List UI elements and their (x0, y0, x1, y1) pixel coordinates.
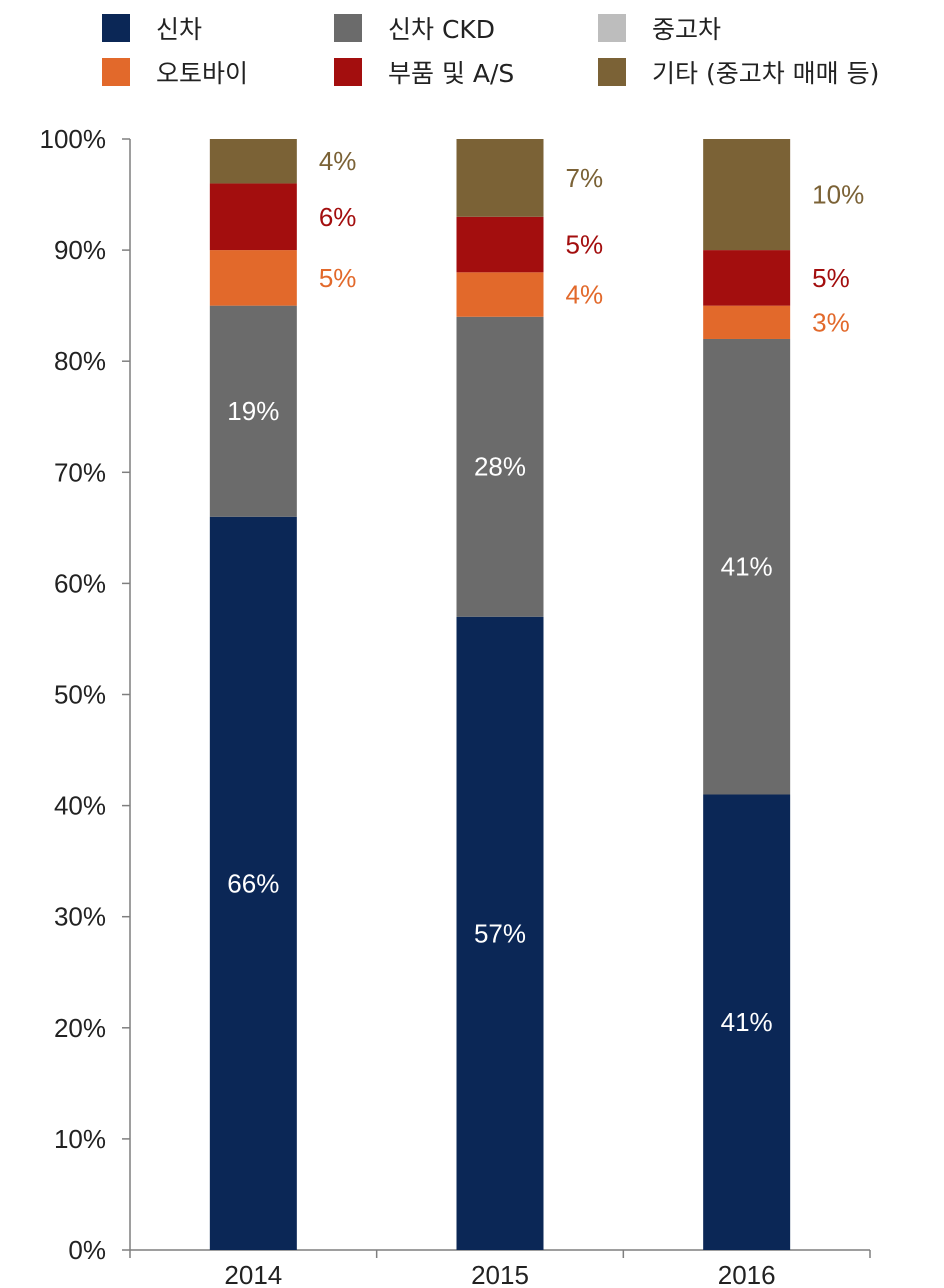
data-label-2014-series-3: 5% (319, 263, 357, 293)
y-tick-label-1: 10% (54, 1124, 106, 1154)
x-tick-label-2015: 2015 (471, 1260, 529, 1288)
data-label-2016-series-5: 10% (812, 180, 864, 210)
data-label-2015-series-5: 7% (566, 163, 604, 193)
bar-2014-series-1 (209, 305, 297, 517)
bar-2015-series-0 (456, 616, 544, 1250)
data-label-2014-series-4: 6% (319, 202, 357, 232)
legend-item-parts-service: 부품 및 A/S (334, 54, 514, 90)
y-tick-label-8: 80% (54, 346, 106, 376)
legend-swatch-motorcycle (102, 58, 130, 86)
data-label-2016-series-0: 41% (721, 1007, 773, 1037)
legend-label-used-car: 중고차 (652, 15, 722, 44)
y-tick-label-4: 40% (54, 791, 106, 821)
legend-item-used-car: 중고차 (598, 10, 721, 46)
data-label-2014-series-1: 19% (227, 396, 279, 426)
bar-2016-series-1 (703, 338, 791, 795)
bar-2014-series-3 (209, 250, 297, 306)
x-tick-label-2014: 2014 (224, 1260, 282, 1288)
y-tick-label-0: 0% (68, 1235, 106, 1265)
y-tick-label-6: 60% (54, 568, 106, 598)
legend: 신차 신차 CKD 중고차 오토바이 부품 및 A/S 기타 (중고차 매매 등… (0, 0, 944, 100)
bar-2016-series-0 (703, 794, 791, 1250)
y-tick-label-10: 100% (40, 124, 107, 154)
bar-2016-series-3 (703, 305, 791, 339)
bar-2014-series-4 (209, 183, 297, 251)
legend-swatch-other (598, 58, 626, 86)
legend-label-motorcycle: 오토바이 (156, 59, 249, 88)
data-label-2015-series-3: 4% (566, 280, 604, 310)
bar-2014-series-0 (209, 516, 297, 1250)
data-label-2016-series-3: 3% (812, 307, 850, 337)
legend-item-new-car: 신차 (102, 10, 202, 46)
data-label-2014-series-5: 4% (319, 146, 357, 176)
legend-label-parts-service: 부품 및 A/S (388, 59, 515, 88)
y-tick-label-2: 20% (54, 1013, 106, 1043)
y-tick-label-9: 90% (54, 235, 106, 265)
y-tick-label-7: 70% (54, 457, 106, 487)
data-label-2014-series-0: 66% (227, 868, 279, 898)
legend-swatch-used-car (598, 14, 626, 42)
data-label-2016-series-4: 5% (812, 263, 850, 293)
legend-item-motorcycle: 오토바이 (102, 54, 248, 90)
bar-2014-series-5 (209, 139, 297, 184)
data-label-2015-series-1: 28% (474, 452, 526, 482)
bar-2016-series-5 (703, 139, 791, 251)
data-label-2016-series-1: 41% (721, 552, 773, 582)
legend-swatch-parts-service (334, 58, 362, 86)
bar-2015-series-5 (456, 139, 544, 217)
x-tick-label-2016: 2016 (718, 1260, 776, 1288)
legend-label-new-car-ckd: 신차 CKD (388, 15, 496, 44)
data-label-2015-series-4: 5% (566, 230, 604, 260)
bar-2015-series-4 (456, 216, 544, 273)
legend-item-other: 기타 (중고차 매매 등) (598, 54, 879, 90)
legend-label-other: 기타 (중고차 매매 등) (652, 59, 880, 88)
data-label-2015-series-0: 57% (474, 918, 526, 948)
y-tick-label-5: 50% (54, 680, 106, 710)
y-tick-label-3: 30% (54, 902, 106, 932)
legend-label-new-car: 신차 (156, 15, 203, 44)
bar-2015-series-1 (456, 316, 544, 617)
bar-2016-series-4 (703, 250, 791, 306)
legend-item-new-car-ckd: 신차 CKD (334, 10, 495, 46)
legend-swatch-new-car (102, 14, 130, 42)
legend-swatch-new-car-ckd (334, 14, 362, 42)
bar-2015-series-3 (456, 272, 544, 317)
